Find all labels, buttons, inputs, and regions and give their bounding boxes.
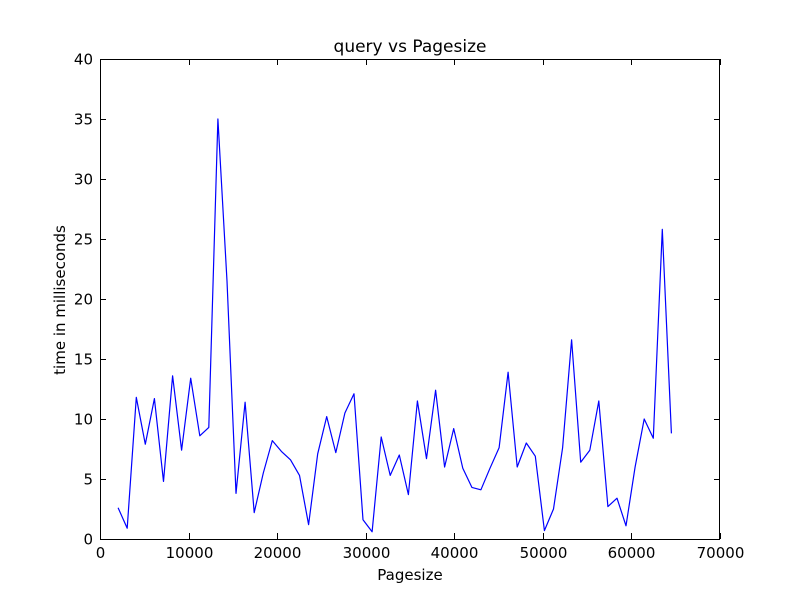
- x-tick-label: 70000: [697, 544, 745, 562]
- y-tick-label: 35: [74, 111, 93, 129]
- x-tick-label: 40000: [431, 544, 479, 562]
- y-tick-label: 30: [74, 171, 93, 189]
- y-tick-label: 0: [83, 531, 93, 549]
- x-tick-label: 10000: [166, 544, 214, 562]
- x-tick-label: 50000: [520, 544, 568, 562]
- x-tick-label: 0: [96, 544, 106, 562]
- y-tick-label: 20: [74, 291, 93, 309]
- y-tick-label: 40: [74, 51, 93, 69]
- x-tick-label: 20000: [254, 544, 302, 562]
- x-tick-label: 60000: [608, 544, 656, 562]
- y-tick-label: 15: [74, 351, 93, 369]
- x-axis-label: Pagesize: [377, 566, 442, 584]
- y-axis-label: time in milliseconds: [51, 225, 69, 375]
- y-tick-label: 25: [74, 231, 93, 249]
- tick-group: 0 10000 20000 30000 40000 50000 60000 70000 0 5 10…: [74, 51, 744, 563]
- y-tick-label: 10: [74, 411, 93, 429]
- x-tick-label: 30000: [343, 544, 391, 562]
- plot-frame: [100, 59, 720, 540]
- y-tick-label: 5: [83, 471, 93, 489]
- chart-title: query vs Pagesize: [334, 37, 487, 57]
- series-line: [117, 118, 672, 533]
